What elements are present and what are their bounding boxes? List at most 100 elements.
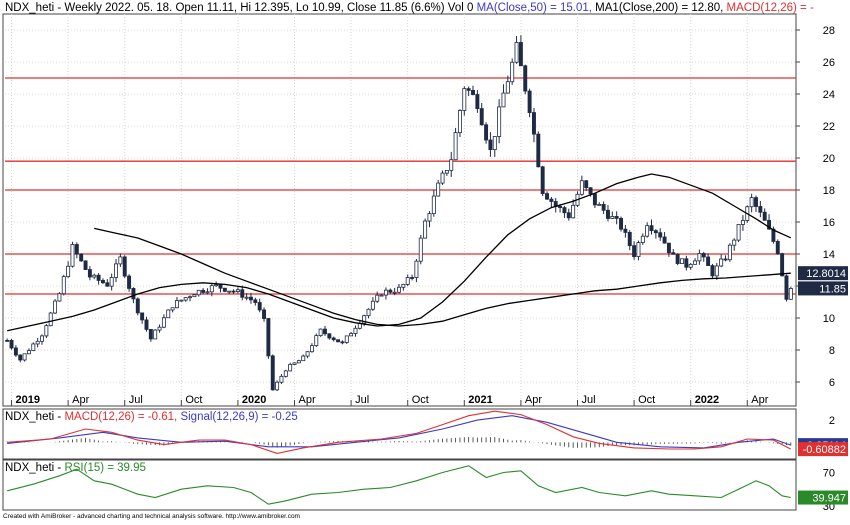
candle-body-70 [309,345,314,353]
candle-body-47 [209,285,214,293]
rsi-value-badge: 39.947 [812,493,846,505]
candle-body-63 [279,375,284,383]
candle-body-75 [331,337,336,341]
candle-body-121 [531,112,536,135]
candle-body-52 [231,290,236,293]
candle-body-65 [288,364,293,372]
y-tick-label-6: 6 [829,377,835,389]
candle-body-55 [244,296,249,299]
candle-body-31 [140,312,145,321]
candle-body-45 [201,289,206,293]
candle-body-103 [453,132,458,161]
y-tick-label-26: 26 [823,57,835,69]
candle-body-180 [788,287,793,300]
candle-body-91 [401,283,406,288]
candle-body-106 [466,88,471,91]
candle-body-49 [218,284,223,289]
candle-body-129 [566,212,571,219]
candle-body-69 [305,351,310,357]
candle-body-150 [658,232,663,238]
candle-body-42 [188,296,192,299]
macd-title: NDX_heti - MACD(12,26) = -0.61, Signal(1… [5,411,298,423]
candle-body-11 [53,300,58,314]
candle-body-147 [645,225,650,237]
candle-body-24 [109,277,114,287]
x-tick-label-7: Oct [412,394,429,406]
candle-body-59 [262,309,267,319]
y-tick-label-14: 14 [823,249,835,261]
x-tick-label-2: Jul [129,394,143,406]
x-tick-label-8: 2021 [468,394,492,406]
candle-body-174 [762,211,767,221]
candle-body-158 [693,260,698,265]
candle-body-134 [588,187,593,195]
candle-body-16 [74,244,79,255]
y-tick-label-8: 8 [829,345,835,357]
candle-body-93 [410,277,415,279]
x-tick-label-3: Oct [185,394,202,406]
main-title-ma200: MA1(Close,200) = 12.80, [595,2,726,14]
candle-body-99 [436,182,441,197]
candle-body-64 [283,370,288,377]
x-tick-label-12: 2022 [695,394,719,406]
candle-body-23 [105,282,110,287]
candle-body-56 [249,296,253,301]
candle-body-154 [675,253,680,264]
candle-body-34 [153,329,158,340]
candle-body-87 [383,289,388,296]
candle-body-51 [227,290,232,293]
candle-body-164 [719,258,724,267]
candle-body-133 [584,180,589,189]
candle-body-74 [327,333,332,339]
macd-title-signal: Signal(12,26,9) = -0.25 [180,411,297,423]
candle-body-6 [31,343,36,351]
y-tick-label-20: 20 [823,153,835,165]
rsi-title-rsi: RSI(15) = 39.95 [64,462,146,474]
candle-body-149 [653,230,658,234]
candle-body-128 [562,207,567,214]
y-tick-label-28: 28 [823,25,835,37]
candle-body-0 [5,339,10,342]
ma200-line [94,227,791,327]
candle-body-39 [174,300,179,309]
candle-body-57 [253,299,258,303]
candle-body-29 [131,288,136,300]
candle-body-94 [414,260,419,278]
candle-body-17 [79,253,84,262]
rsi-title-prefix: NDX_heti - [5,462,64,474]
candle-body-178 [780,253,785,277]
x-tick-label-9: Apr [525,394,542,406]
macd-value-badge: -0.60882 [803,444,846,456]
candle-body-102 [449,159,454,171]
candle-body-37 [166,309,171,319]
candle-body-54 [240,289,245,298]
candle-body-5 [26,350,31,355]
candles [5,35,793,392]
candle-body-163 [714,265,719,277]
candle-body-73 [323,328,327,335]
moving-averages [7,173,792,332]
candle-body-168 [736,224,741,241]
candle-body-115 [505,81,510,94]
candle-body-40 [179,299,184,302]
candle-body-27 [122,256,127,277]
candle-body-60 [266,318,271,357]
price-axis: 6810121416182022242628 [796,25,835,389]
candle-body-79 [349,333,354,337]
footer-credit: Created with AmiBroker - advanced charti… [3,513,300,520]
candle-body-84 [370,300,375,310]
candle-body-53 [235,289,240,292]
x-tick-label-6: Jul [355,394,369,406]
candle-body-32 [144,319,149,330]
candle-body-130 [571,204,576,219]
candle-body-122 [536,133,541,168]
macd-indicator: 2 [6,410,835,454]
candle-body-15 [70,244,75,267]
candle-body-146 [640,235,645,243]
candle-body-41 [183,297,188,301]
candle-body-7 [35,340,40,345]
candle-body-68 [301,355,306,362]
candle-body-38 [170,307,175,311]
